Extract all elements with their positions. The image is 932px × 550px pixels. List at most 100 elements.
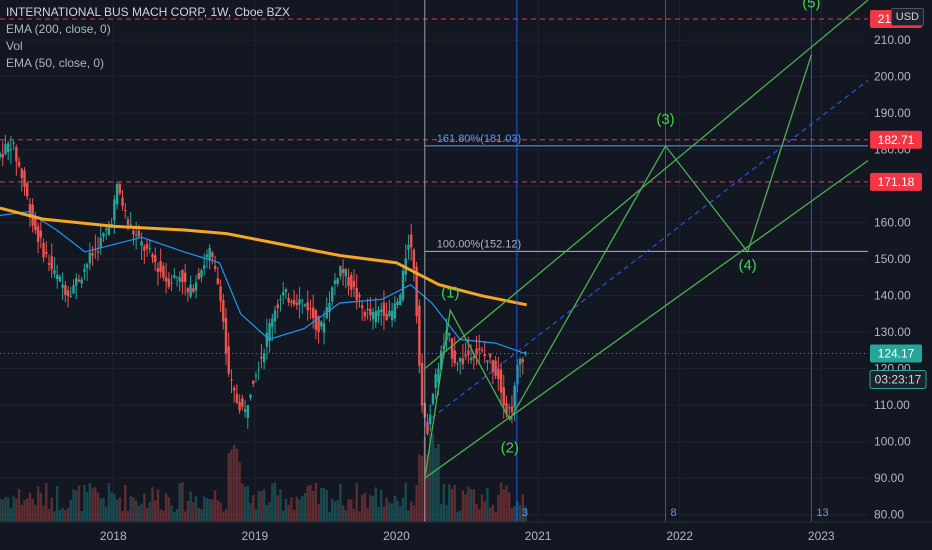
candle-body bbox=[23, 170, 26, 187]
wave-label: (3) bbox=[656, 111, 674, 128]
volume-bar bbox=[320, 488, 323, 522]
candle-body bbox=[205, 254, 209, 258]
candle-body bbox=[249, 394, 252, 398]
candle-body bbox=[448, 332, 451, 336]
volume-bar bbox=[464, 494, 467, 522]
candle-body bbox=[164, 277, 168, 282]
candle-body bbox=[360, 305, 364, 309]
candle-body bbox=[510, 406, 514, 412]
candle-body bbox=[303, 304, 307, 306]
y-tick-label: 130.00 bbox=[874, 325, 911, 339]
y-tick-label: 80.00 bbox=[874, 508, 904, 522]
volume-bar bbox=[336, 500, 339, 522]
x-tick-label: 2021 bbox=[525, 529, 552, 543]
grid bbox=[0, 0, 868, 522]
ema-200-line bbox=[0, 206, 527, 307]
countdown-tag-bg bbox=[869, 369, 927, 389]
candle-body bbox=[77, 279, 81, 282]
volume-bar bbox=[262, 489, 266, 522]
y-tick-label: 150.00 bbox=[874, 252, 911, 266]
volume-bar bbox=[390, 503, 394, 522]
candle-body bbox=[0, 153, 2, 158]
candle-body bbox=[137, 230, 141, 237]
volume-bar bbox=[0, 498, 2, 522]
volume-bar bbox=[121, 511, 124, 522]
volume-bar bbox=[23, 499, 26, 522]
symbol-title[interactable]: INTERNATIONAL BUS MACH CORP, 1W, Cboe BZ… bbox=[6, 5, 290, 19]
indicator-ema-50[interactable]: EMA (50, close, 0) bbox=[6, 56, 105, 70]
volume-bar bbox=[208, 499, 211, 522]
indicator-vol[interactable]: Vol bbox=[6, 39, 23, 53]
candle-body bbox=[47, 263, 51, 265]
candle-body bbox=[80, 279, 83, 284]
candle-body bbox=[480, 350, 484, 352]
volume-bar bbox=[404, 482, 407, 522]
volume-bar bbox=[456, 511, 459, 522]
volume-bar bbox=[118, 497, 122, 522]
y-tick-label: 160.00 bbox=[874, 216, 911, 230]
candle-body bbox=[91, 253, 94, 256]
candle-body bbox=[222, 300, 225, 322]
volume-bar bbox=[265, 505, 269, 522]
volume-bar bbox=[257, 491, 260, 522]
candle-body bbox=[366, 309, 369, 311]
candle-body bbox=[339, 265, 342, 277]
x-tick-label: 2023 bbox=[808, 529, 835, 543]
volume-bar bbox=[393, 495, 397, 522]
candle-body bbox=[524, 352, 527, 354]
candle-body bbox=[121, 197, 124, 206]
volume-bar bbox=[88, 482, 92, 522]
candle-body bbox=[178, 277, 181, 282]
volume-bar bbox=[486, 487, 489, 522]
candle-body bbox=[369, 308, 372, 316]
currency-badge[interactable]: USD bbox=[890, 8, 924, 26]
candle-body bbox=[39, 230, 43, 238]
candle-body bbox=[26, 183, 29, 197]
ema-lines bbox=[0, 206, 527, 355]
candle-body bbox=[192, 288, 195, 292]
indicator-ema-200[interactable]: EMA (200, close, 0) bbox=[6, 22, 111, 36]
volume-bar bbox=[358, 511, 361, 522]
vertical-line-label: 8 bbox=[671, 507, 677, 519]
candle-body bbox=[437, 368, 440, 383]
candle-body bbox=[126, 219, 130, 225]
candle-body bbox=[83, 269, 86, 272]
candle-body bbox=[276, 304, 279, 309]
volume-bar bbox=[281, 510, 285, 522]
candle-body bbox=[99, 237, 102, 248]
volume-bar bbox=[45, 483, 48, 522]
candle-body bbox=[513, 385, 516, 408]
current-price-tag-label: 124.17 bbox=[878, 346, 915, 360]
y-tick-label: 190.00 bbox=[874, 106, 911, 120]
candle-body bbox=[341, 269, 345, 273]
candle-body bbox=[42, 243, 45, 258]
volume-bar bbox=[458, 510, 462, 522]
volume-bar bbox=[224, 509, 228, 522]
volume-bar bbox=[85, 492, 89, 522]
volume-bar bbox=[311, 490, 315, 522]
candle-body bbox=[431, 393, 435, 405]
volume-bar bbox=[295, 496, 299, 522]
volume-bar bbox=[137, 505, 141, 522]
x-tick-label: 2018 bbox=[100, 529, 127, 543]
volume-bar bbox=[203, 496, 206, 522]
volume-bar bbox=[211, 499, 214, 522]
volume-bar bbox=[124, 484, 127, 522]
candle-body bbox=[262, 353, 266, 363]
candle-body bbox=[88, 252, 92, 264]
volume-bar bbox=[287, 504, 290, 522]
volume-bar bbox=[347, 499, 350, 522]
volume-bar bbox=[129, 495, 132, 522]
candle-body bbox=[508, 407, 511, 409]
candle-body bbox=[461, 358, 465, 365]
candle-body bbox=[20, 168, 23, 178]
volume-bar bbox=[77, 485, 81, 522]
candle-body bbox=[113, 199, 116, 221]
volume-bar bbox=[91, 488, 94, 522]
volume-bar bbox=[516, 501, 519, 522]
volume-bar bbox=[246, 485, 249, 522]
candle-body bbox=[450, 337, 454, 359]
volume-bar bbox=[80, 511, 83, 522]
candle-body bbox=[409, 234, 413, 248]
